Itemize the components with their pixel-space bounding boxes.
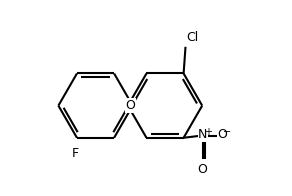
Text: Cl: Cl [187, 31, 199, 44]
Text: +: + [204, 127, 212, 137]
Text: −: − [223, 127, 231, 137]
Text: O: O [125, 99, 135, 112]
Text: O: O [198, 163, 208, 176]
Text: N: N [198, 128, 207, 142]
Text: O: O [217, 128, 227, 142]
Text: F: F [72, 147, 79, 160]
